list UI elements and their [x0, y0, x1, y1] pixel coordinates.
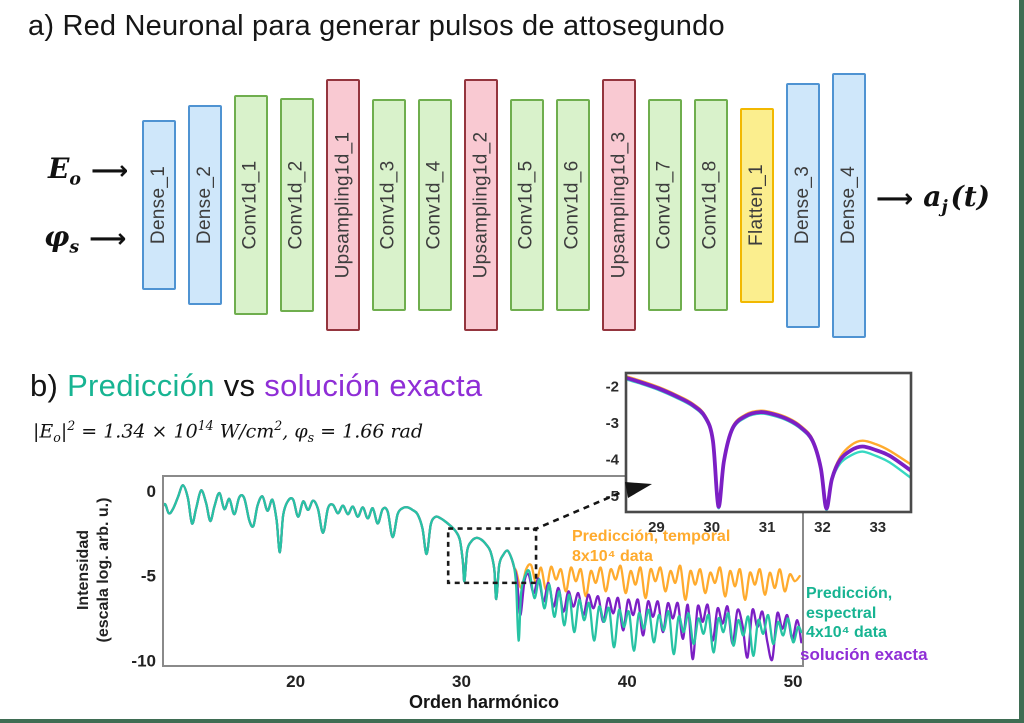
x-tick-label: 29: [648, 519, 665, 536]
main-chart-svg: 20 30 40 50 0 -5 -10: [131, 475, 804, 691]
x-tick-label: 30: [452, 672, 471, 691]
legend-prediccion-espectral: Predicción, espectral 4x10⁴ data: [806, 585, 893, 642]
y-tick-label: -5: [606, 488, 619, 505]
legend-solucion-exacta: solución exacta: [800, 645, 928, 664]
x-tick-label: 40: [618, 672, 637, 691]
input-e0-symbol: Eo: [48, 152, 81, 190]
panel-b-heading: b) Predicción vs solución exacta: [30, 368, 482, 404]
x-tick-label: 33: [869, 519, 886, 536]
layer-box-conv1d_8: Conv1d_8: [694, 99, 728, 311]
heading-exact: solución exacta: [264, 368, 483, 403]
layer-label: Conv1d_6: [562, 160, 583, 250]
input-arrow-icon: ⟶: [90, 155, 129, 186]
series-predicci-n-espectral-x-data: [163, 484, 803, 657]
heading-vs: vs: [214, 368, 265, 403]
input-phi-symbol: φs: [44, 220, 80, 258]
y-tick-label: -5: [141, 567, 156, 586]
layer-box-dense_1: Dense_1: [142, 120, 176, 290]
layer-box-conv1d_3: Conv1d_3: [372, 99, 406, 311]
output-symbol: aj (t): [923, 180, 990, 218]
y-tick-label: -4: [606, 451, 620, 468]
layer-box-conv1d_2: Conv1d_2: [280, 98, 314, 312]
x-tick-label: 30: [703, 519, 720, 536]
layer-label: Flatten_1: [746, 164, 768, 246]
layer-label: Conv1d_2: [286, 160, 307, 250]
layer-label: Upsampling1d_3: [608, 131, 630, 279]
parameters-formula: |Eo|2 = 1.34 × 1014 W/cm2, φs = 1.66 rad: [33, 418, 424, 446]
layer-label: Dense_4: [838, 165, 859, 245]
output-arrow-icon: ⟶: [876, 183, 914, 214]
layer-label: Conv1d_1: [240, 160, 261, 250]
x-tick-label: 50: [784, 672, 803, 691]
layer-label: Dense_2: [194, 165, 215, 245]
layer-box-conv1d_1: Conv1d_1: [234, 95, 268, 315]
layer-box-upsampling1d_3: Upsampling1d_3: [602, 79, 636, 331]
input-arrow-icon: ⟶: [89, 223, 127, 254]
x-tick-label: 20: [286, 672, 305, 691]
heading-prediction: Predicción: [67, 368, 215, 403]
x-axis-label: Orden harmónico: [408, 692, 560, 712]
layer-box-conv1d_6: Conv1d_6: [556, 99, 590, 311]
layer-box-conv1d_5: Conv1d_5: [510, 99, 544, 311]
main-chart: 20 30 40 50 0 -5 -10: [118, 468, 818, 696]
layer-box-dense_3: Dense_3: [786, 82, 820, 328]
layer-label: Conv1d_4: [424, 160, 445, 250]
output-label: ⟶ aj (t): [876, 180, 990, 218]
zoom-region-box: [446, 527, 538, 585]
inset-chart-svg: 29 30 31 32 33 -2 -3 -4 -5: [606, 371, 913, 536]
layer-box-upsampling1d_2: Upsampling1d_2: [464, 79, 498, 331]
inset-zoom-chart: 29 30 31 32 33 -2 -3 -4 -5: [596, 365, 926, 537]
layer-box-dense_2: Dense_2: [188, 105, 222, 305]
series-soluci-n-exacta-zoom-: [626, 375, 911, 511]
input-label-e0: Eo ⟶: [48, 152, 128, 190]
heading-prefix: b): [30, 368, 68, 403]
layer-box-dense_4: Dense_4: [832, 72, 866, 338]
layer-label: Conv1d_8: [700, 160, 721, 250]
layer-label: Dense_1: [148, 165, 169, 245]
input-label-phi: φs ⟶: [44, 220, 126, 258]
layer-label: Upsampling1d_1: [332, 131, 354, 279]
layer-label: Dense_3: [792, 165, 813, 245]
legend-prediccion-temporal: Predicción, temporal 8x10⁴ data: [572, 528, 731, 565]
y-tick-label: -3: [606, 415, 619, 432]
layer-label: Conv1d_7: [654, 160, 675, 250]
layer-label: Conv1d_5: [516, 160, 537, 250]
x-tick-label: 32: [814, 519, 831, 536]
x-tick-label: 31: [759, 519, 776, 536]
panel-a-title: a) Red Neuronal para generar pulsos de a…: [28, 10, 725, 42]
y-axis-label: Intensidad (escala log. arb. u.): [75, 497, 112, 643]
layer-label: Conv1d_3: [378, 160, 399, 250]
zoom-connector-arrow: [532, 482, 652, 532]
layer-box-upsampling1d_1: Upsampling1d_1: [326, 79, 360, 331]
layer-box-conv1d_7: Conv1d_7: [648, 99, 682, 311]
y-tick-label: -10: [131, 651, 156, 670]
layer-label: Upsampling1d_2: [470, 131, 492, 279]
y-tick-label: 0: [147, 482, 156, 501]
y-tick-label: -2: [606, 378, 619, 395]
layer-box-conv1d_4: Conv1d_4: [418, 99, 452, 311]
layer-box-flatten_1: Flatten_1: [740, 107, 774, 303]
